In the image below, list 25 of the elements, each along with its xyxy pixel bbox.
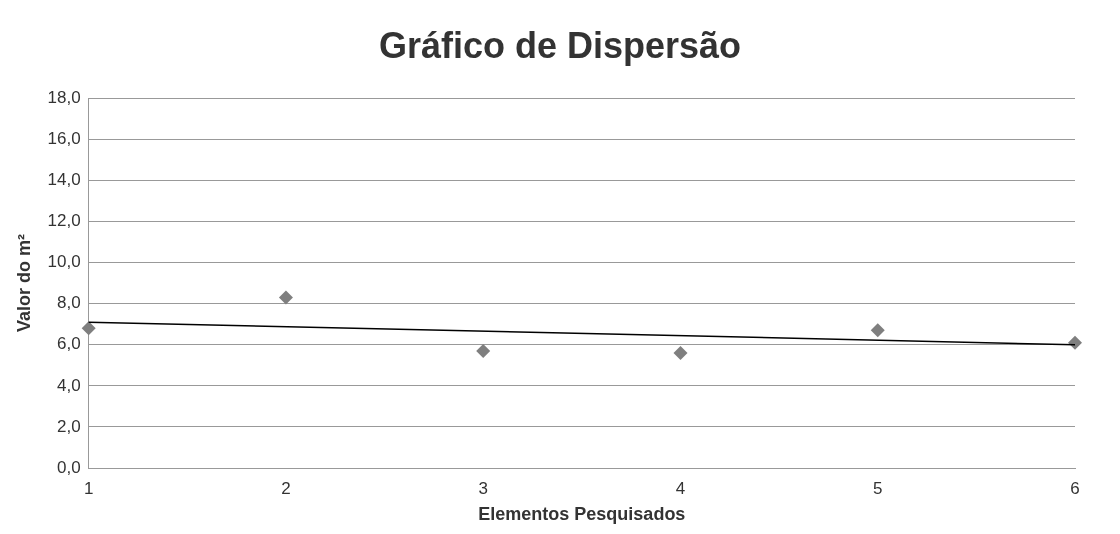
x-tick-label: 3 [478, 478, 488, 498]
y-tick-label: 14,0 [47, 170, 81, 190]
y-tick-label: 0,0 [57, 457, 81, 477]
x-axis-title: Elementos Pesquisados [478, 504, 686, 525]
point [81, 321, 96, 336]
x-tick-label: 4 [675, 478, 686, 498]
y-tick-label: 16,0 [47, 128, 81, 148]
x-tick-label: 2 [281, 478, 291, 498]
y-tick-label: 10,0 [47, 252, 81, 272]
x-tick-label: 1 [83, 478, 94, 498]
point [278, 290, 293, 305]
y-tick-label: 4,0 [57, 375, 81, 395]
y-tick-label: 18,0 [47, 87, 81, 107]
point [870, 323, 885, 338]
point [1068, 335, 1082, 350]
y-tick-label: 6,0 [57, 334, 81, 354]
x-tick-label: 5 [873, 478, 883, 498]
x-tick-label: 6 [1070, 478, 1080, 498]
y-tick-label: 8,0 [57, 293, 81, 313]
point [673, 345, 688, 360]
chart-title: Gráfico de Dispersão [377, 24, 743, 68]
point [476, 343, 491, 358]
y-tick-label: 2,0 [57, 416, 81, 436]
y-axis-title: Valor do m² [13, 234, 34, 333]
y-tick-label: 12,0 [47, 211, 81, 231]
